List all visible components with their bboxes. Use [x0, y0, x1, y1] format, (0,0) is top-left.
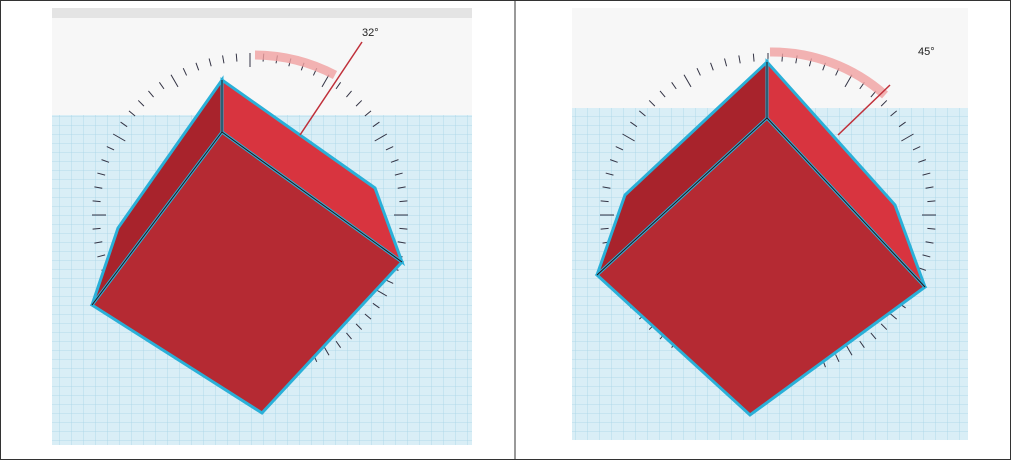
ring-tick	[927, 200, 936, 203]
ring-tick	[605, 172, 614, 176]
ring-tick	[372, 121, 380, 128]
ring-tick	[844, 74, 853, 88]
ring-tick	[696, 67, 701, 76]
ring-tick	[208, 58, 212, 67]
left-panel: 32°	[52, 8, 472, 445]
ring-tick	[120, 121, 128, 128]
ring-tick	[182, 67, 188, 76]
angle-needle	[837, 84, 891, 136]
ring-tick	[335, 340, 342, 348]
ring-tick	[752, 53, 755, 62]
ring-tick	[922, 254, 931, 258]
ring-tick	[738, 55, 741, 64]
toolbar-strip	[52, 8, 472, 18]
ring-tick	[321, 74, 330, 88]
ring-tick	[92, 227, 101, 230]
ring-tick	[918, 159, 927, 163]
ring-tick	[901, 133, 914, 142]
ring-tick	[925, 241, 934, 244]
cube-edges	[596, 62, 926, 288]
ring-tick	[397, 241, 406, 244]
ring-tick	[912, 146, 921, 151]
ring-tick	[609, 159, 618, 163]
ring-tick	[137, 100, 145, 107]
ring-tick	[890, 110, 898, 117]
angle-label: 45°	[918, 46, 935, 58]
ring-tick	[346, 332, 352, 340]
ring-tick	[101, 159, 110, 163]
ring-tick	[648, 100, 656, 107]
ring-tick	[615, 146, 624, 151]
cube-edges	[91, 80, 403, 306]
angle-needle	[299, 41, 363, 136]
ring-tick	[600, 227, 609, 230]
ring-tick	[112, 133, 126, 142]
ring-tick	[158, 82, 165, 90]
angle-label: 32°	[362, 27, 379, 39]
ring-tick	[394, 172, 403, 176]
ring-tick	[683, 74, 692, 88]
ring-tick	[922, 172, 931, 176]
ring-tick	[92, 200, 101, 203]
ring-tick	[335, 82, 342, 90]
ring-tick	[364, 313, 372, 320]
ring-tick	[235, 53, 238, 62]
angle-arc	[254, 50, 338, 80]
ring-tick	[724, 58, 728, 67]
ring-tick	[890, 313, 898, 320]
ring-tick	[222, 55, 225, 64]
ring-tick	[355, 100, 363, 107]
ring-tick	[97, 172, 106, 176]
ring-tick	[195, 62, 200, 71]
ring-tick	[399, 227, 408, 230]
ring-tick	[859, 340, 865, 348]
ring-tick	[399, 200, 408, 203]
ring-tick	[148, 90, 154, 98]
ring-tick	[390, 159, 399, 163]
ring-tick	[355, 323, 363, 330]
ring-tick	[638, 110, 646, 117]
ring-tick	[106, 146, 115, 151]
sky	[52, 18, 472, 115]
angle-arc	[769, 47, 888, 99]
ring-tick	[364, 110, 372, 117]
ring-tick	[374, 133, 388, 142]
ring-tick	[880, 100, 888, 107]
ring-tick	[925, 186, 934, 189]
ring-tick	[372, 302, 380, 309]
ring-tick	[170, 74, 179, 88]
ring-tick	[97, 254, 106, 258]
ring-tick	[94, 186, 103, 189]
ring-tick	[927, 227, 936, 230]
ring-tick	[94, 241, 103, 244]
ring-tick	[898, 121, 906, 128]
ring-tick	[602, 186, 611, 189]
ring-tick	[710, 62, 714, 71]
right-panel: 45°	[572, 8, 968, 440]
ring-tick	[385, 279, 394, 284]
ring-tick	[622, 133, 635, 142]
ring-tick	[630, 121, 638, 128]
ring-tick	[659, 90, 666, 98]
ring-tick	[346, 90, 352, 98]
ring-tick	[835, 354, 840, 363]
ring-tick	[870, 332, 877, 340]
ring-tick	[397, 186, 406, 189]
ring-tick	[880, 323, 888, 330]
ring-tick	[128, 110, 136, 117]
ring-tick	[671, 82, 677, 90]
ring-tick	[600, 200, 609, 203]
ring-tick	[385, 146, 394, 151]
